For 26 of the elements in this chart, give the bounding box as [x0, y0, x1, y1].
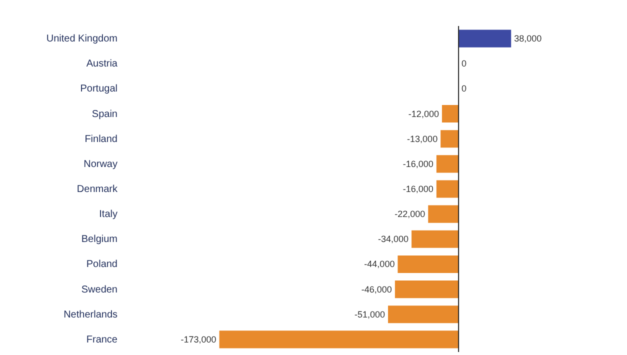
data-label: -44,000	[364, 259, 395, 270]
data-label: 0	[462, 84, 467, 94]
data-label: -22,000	[394, 209, 426, 220]
data-label: -34,000	[378, 234, 409, 244]
y-tick-label: Denmark	[76, 184, 118, 195]
y-tick-label: Norway	[84, 158, 118, 170]
data-label: 0	[462, 58, 467, 69]
data-label: -16,000	[402, 158, 434, 169]
y-tick-label: Belgium	[81, 234, 118, 246]
data-label: -12,000	[408, 108, 439, 119]
data-label: 38,000	[514, 34, 542, 44]
y-tick-label: Spain	[92, 108, 118, 120]
y-tick-label: Sweden	[81, 284, 118, 296]
data-label: -46,000	[361, 284, 392, 294]
y-tick-label: Poland	[86, 259, 118, 270]
y-tick-label: France	[86, 334, 118, 346]
y-tick-label: Finland	[84, 134, 118, 145]
data-label: -13,000	[407, 134, 438, 144]
y-tick-label: United Kingdom	[46, 34, 118, 45]
y-tick-label: Portugal	[80, 84, 118, 95]
y-tick-label: Austria	[86, 58, 118, 70]
data-label: -16,000	[402, 184, 434, 194]
data-label: -173,000	[180, 334, 216, 344]
y-tick-label: Italy	[99, 209, 118, 220]
data-label: -51,000	[354, 309, 386, 320]
y-tick-label: Netherlands	[64, 309, 118, 320]
